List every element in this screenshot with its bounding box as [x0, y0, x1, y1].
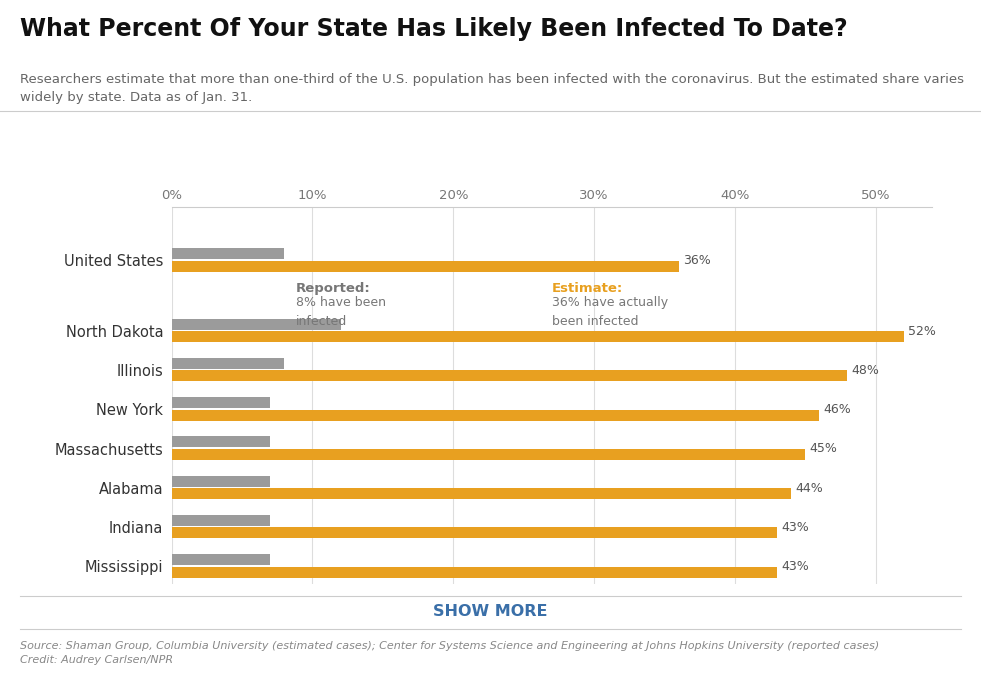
Text: SHOW MORE: SHOW MORE [434, 604, 547, 619]
Text: Reported:: Reported: [295, 282, 370, 295]
Bar [172, 358, 284, 369]
Bar [172, 248, 284, 259]
Text: 36% have actually
been infected: 36% have actually been infected [551, 296, 668, 328]
Bar [172, 370, 848, 381]
Text: 43%: 43% [781, 560, 809, 573]
Bar [172, 515, 270, 526]
Text: 8% have been
infected: 8% have been infected [295, 296, 386, 328]
Bar [172, 410, 819, 421]
Text: 48%: 48% [852, 364, 880, 377]
Text: 36%: 36% [683, 254, 710, 267]
Bar [172, 397, 270, 408]
Bar [172, 527, 777, 538]
Bar [172, 567, 777, 578]
Text: 45%: 45% [809, 442, 838, 455]
Text: Researchers estimate that more than one-third of the U.S. population has been in: Researchers estimate that more than one-… [20, 73, 963, 104]
Text: 52%: 52% [908, 325, 936, 338]
Text: 43%: 43% [781, 521, 809, 534]
Bar [172, 331, 904, 342]
Text: What Percent Of Your State Has Likely Been Infected To Date?: What Percent Of Your State Has Likely Be… [20, 17, 848, 41]
Bar [172, 488, 791, 499]
Bar [172, 319, 340, 330]
Text: Source: Shaman Group, Columbia University (estimated cases); Center for Systems : Source: Shaman Group, Columbia Universit… [20, 641, 879, 665]
Bar [172, 449, 805, 460]
Bar [172, 475, 270, 486]
Text: 46%: 46% [823, 404, 852, 416]
Bar [172, 554, 270, 565]
Bar [172, 437, 270, 447]
Text: Estimate:: Estimate: [551, 282, 623, 295]
Bar [172, 261, 679, 272]
Text: 44%: 44% [796, 482, 823, 495]
